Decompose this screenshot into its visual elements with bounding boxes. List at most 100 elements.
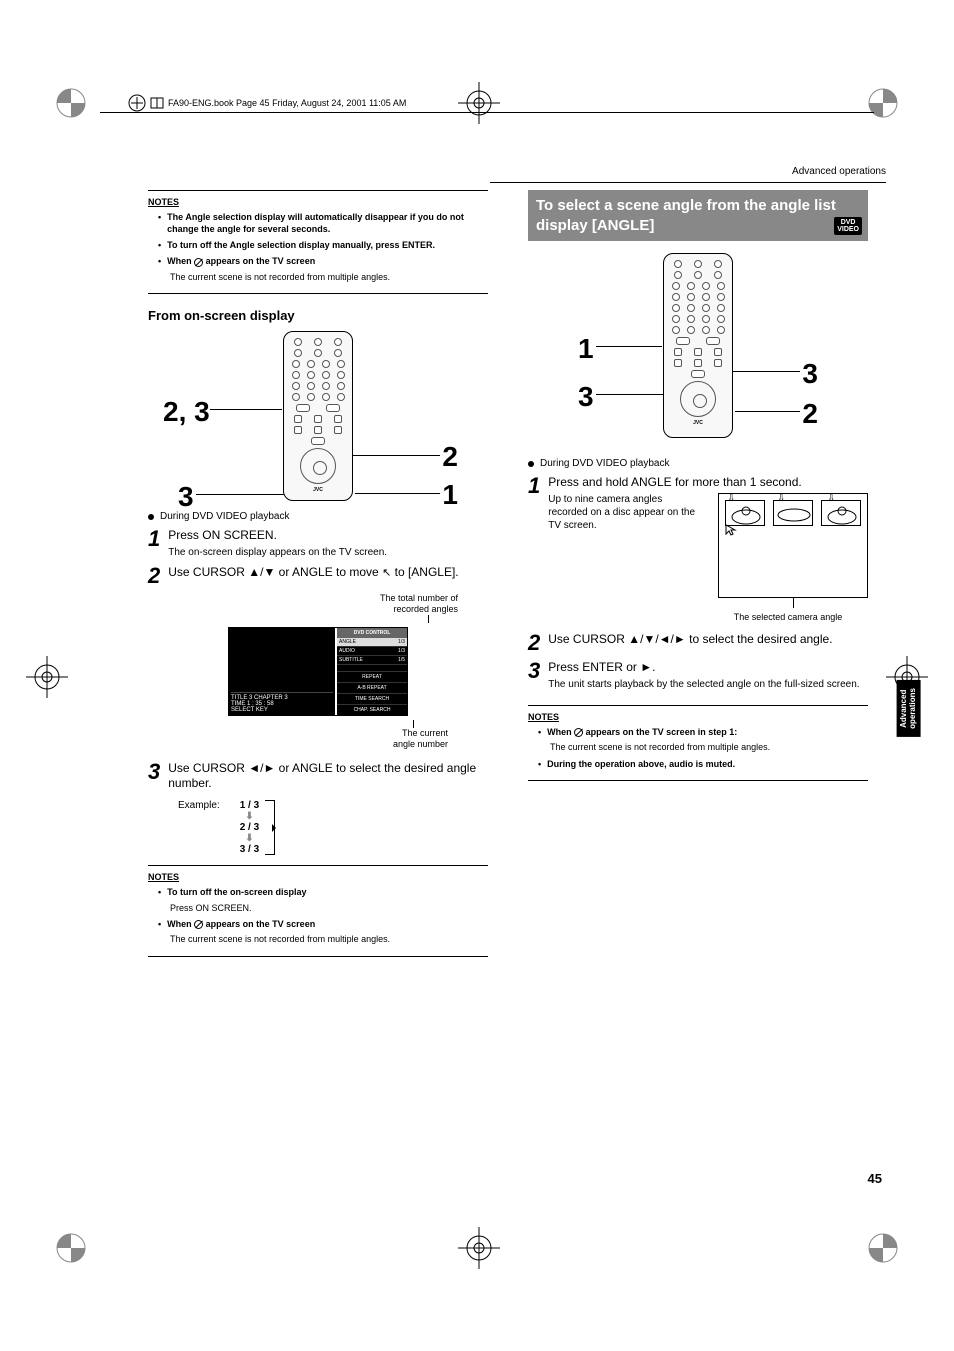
example-val: 2 / 3 — [240, 822, 259, 833]
osd-title: DVD CONTROL — [337, 628, 407, 638]
step-2-right: 2 Use CURSOR ▲/▼/◄/► to select the desir… — [528, 632, 868, 654]
playback-context: During DVD VIDEO playback — [528, 458, 868, 469]
dvd-video-badge: DVDVIDEO — [834, 217, 862, 235]
note-item: When appears on the TV screen — [167, 918, 315, 930]
callout-line — [596, 346, 662, 347]
angle-thumb — [773, 500, 813, 526]
note-item: When appears on the TV screen in step 1: — [547, 726, 737, 738]
header-underline — [490, 182, 886, 183]
step-3-right: 3 Press ENTER or ►. The unit starts play… — [528, 660, 868, 691]
step-number: 1 — [528, 475, 540, 622]
book-pages-icon — [150, 96, 164, 110]
step-1-right: 1 Press and hold ANGLE for more than 1 s… — [528, 475, 868, 622]
osd-display: TITLE 3 CHAPTER 3 TIME 1 : 35 : 58 SELEC… — [228, 627, 408, 716]
step-sub: The on-screen display appears on the TV … — [168, 546, 488, 559]
page-number: 45 — [868, 1171, 882, 1186]
annot-line — [793, 598, 794, 608]
print-mark-bc — [458, 1227, 500, 1269]
angle-thumb — [725, 500, 765, 526]
callout-line — [350, 455, 440, 456]
angle-list-screen: ⇩ ⇩ ⇩ — [718, 493, 868, 598]
notes-box-1: NOTES The Angle selection display will a… — [148, 190, 488, 294]
print-mark-tr — [862, 82, 904, 124]
osd-menu: A-B REPEAT — [337, 682, 407, 693]
side-tab: Advancedoperations — [897, 680, 921, 737]
osd-top-annotation: The total number ofrecorded angles — [248, 593, 488, 615]
notes-box-2: NOTES To turn off the on-screen display … — [148, 865, 488, 957]
header-rule — [100, 112, 874, 113]
playback-context: During DVD VIDEO playback — [148, 511, 488, 522]
remote-control: JVC — [283, 331, 353, 501]
prohibit-icon — [194, 258, 203, 267]
note-item: The Angle selection display will automat… — [167, 211, 488, 235]
callout-label: 2 — [442, 441, 458, 473]
print-page-info: FA90-ENG.book Page 45 Friday, August 24,… — [128, 94, 406, 112]
book-icon — [128, 94, 146, 112]
header-section: Advanced operations — [792, 166, 886, 177]
callout-label: 2, 3 — [163, 396, 210, 428]
step-number: 3 — [528, 660, 540, 691]
heading-text: To select a scene angle from the angle l… — [536, 197, 836, 234]
right-column: To select a scene angle from the angle l… — [528, 190, 868, 971]
down-arrow-icon: ⬇ — [240, 833, 259, 844]
notes-title: NOTES — [148, 872, 488, 882]
osd-row-label: SUBTITLE — [339, 657, 398, 663]
callout-label: 3 — [802, 358, 818, 390]
osd-row-val: 1/3 — [398, 648, 405, 654]
notes-box-right: NOTES When appears on the TV screen in s… — [528, 705, 868, 781]
callout-label: 1 — [442, 479, 458, 511]
remote-diagram-right: 1 3 3 2 JVC — [528, 253, 868, 448]
annot-line — [428, 615, 429, 623]
example-label: Example: — [178, 800, 220, 811]
osd-row-val: 1/3 — [398, 639, 405, 645]
remote-diagram-left: 2, 3 3 2 1 JVC — [148, 331, 488, 501]
note-sub: The current scene is not recorded from m… — [170, 934, 488, 946]
step-number: 2 — [528, 632, 540, 654]
cycle-bracket — [265, 800, 275, 855]
callout-label: 2 — [802, 398, 818, 430]
notes-title: NOTES — [148, 197, 488, 207]
angle-caption: The selected camera angle — [708, 612, 868, 622]
callout-line — [730, 371, 800, 372]
step-2: 2 Use CURSOR ▲/▼ or ANGLE to move ↖ to [… — [148, 565, 488, 587]
osd-select: SELECT KEY — [231, 707, 333, 713]
note-sub: The current scene is not recorded from m… — [550, 742, 868, 754]
remote-control: JVC — [663, 253, 733, 438]
cursor-arrow-icon — [725, 524, 737, 536]
section-heading-bar: To select a scene angle from the angle l… — [528, 190, 868, 241]
note-item: To turn off the on-screen display — [167, 886, 306, 898]
osd-menu: TIME SEARCH — [337, 693, 407, 704]
step-number: 1 — [148, 528, 160, 559]
prohibit-icon — [194, 920, 203, 929]
step-3: 3 Use CURSOR ◄/► or ANGLE to select the … — [148, 761, 488, 794]
note-sub: Press ON SCREEN. — [170, 903, 488, 915]
note-sub: The current scene is not recorded from m… — [170, 272, 488, 284]
osd-menu: CHAP. SEARCH — [337, 704, 407, 715]
down-arrow-icon: ⬇ — [240, 811, 259, 822]
notes-title: NOTES — [528, 712, 868, 722]
osd-row-val: 1/5 — [398, 657, 405, 663]
callout-label: 1 — [578, 333, 594, 365]
print-mark-br — [862, 1227, 904, 1269]
note-item: To turn off the Angle selection display … — [167, 239, 435, 251]
note-item: During the operation above, audio is mut… — [547, 758, 735, 770]
step-sub: The unit starts playback by the selected… — [548, 678, 868, 691]
step-sub: Up to nine camera angles recorded on a d… — [548, 493, 700, 532]
step-number: 2 — [148, 565, 160, 587]
print-mark-tl — [50, 82, 92, 124]
print-mark-bl — [50, 1227, 92, 1269]
callout-line — [210, 409, 282, 410]
example-sequence: Example: 1 / 3 ⬇ 2 / 3 ⬇ 3 / 3 — [178, 800, 488, 855]
step-main: Press ON SCREEN. — [168, 528, 488, 543]
example-val: 3 / 3 — [240, 844, 259, 855]
example-val: 1 / 3 — [240, 800, 259, 811]
step-main: Press ENTER or ►. — [548, 660, 868, 675]
callout-line — [196, 494, 296, 495]
section-heading: From on-screen display — [148, 308, 488, 323]
print-mark-ml — [26, 656, 68, 698]
step-1: 1 Press ON SCREEN. The on-screen display… — [148, 528, 488, 559]
step-main: Press and hold ANGLE for more than 1 sec… — [548, 475, 868, 490]
step-main: Use CURSOR ◄/► or ANGLE to select the de… — [168, 761, 488, 791]
step-main: Use CURSOR ▲/▼ or ANGLE to move ↖ to [AN… — [168, 565, 488, 581]
annot-line — [413, 720, 414, 728]
